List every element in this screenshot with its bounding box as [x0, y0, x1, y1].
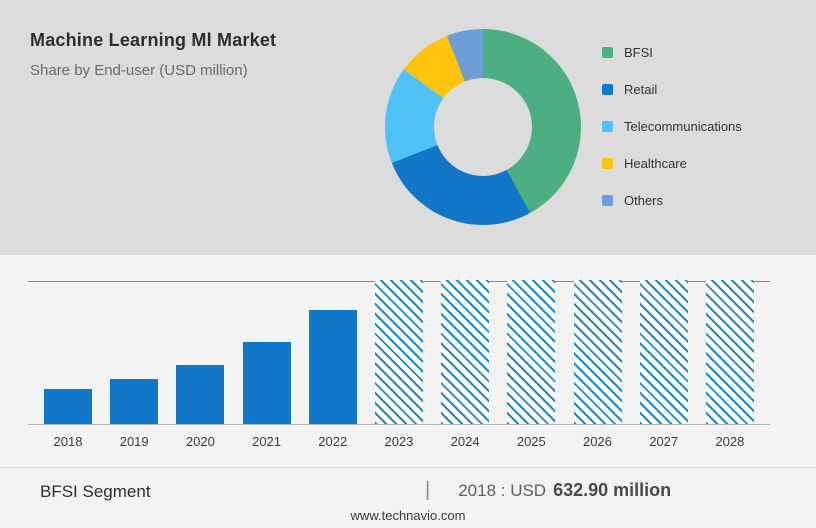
- value-bar: [44, 389, 92, 424]
- legend-item: BFSI: [602, 45, 742, 60]
- legend-item: Healthcare: [602, 156, 742, 171]
- bar-column: 2023: [374, 280, 423, 449]
- bar-column: 2022: [308, 280, 357, 449]
- website-link[interactable]: www.technavio.com: [350, 508, 466, 523]
- legend-item: Others: [602, 193, 742, 208]
- bar-chart: 2018 2019 2020 2021 2022 2023 2024 2025 2026 2027…: [28, 280, 770, 449]
- legend-swatch: [602, 121, 613, 132]
- footer: BFSI Segment | 2018 : USD 632.90 million: [0, 467, 816, 512]
- bar-column: 2025: [507, 280, 556, 449]
- legend-label: Telecommunications: [624, 119, 742, 134]
- forecast-bar: [374, 280, 423, 424]
- x-axis-label: 2027: [649, 434, 679, 449]
- bar-column: 2021: [242, 280, 291, 449]
- bar-column: 2020: [176, 280, 225, 449]
- header-section: Machine Learning Ml Market Share by End-…: [0, 0, 816, 255]
- donut-hole: [434, 78, 532, 176]
- forecast-bar: [573, 280, 622, 424]
- forecast-bar: [705, 280, 754, 424]
- legend-label: BFSI: [624, 45, 653, 60]
- legend-swatch: [602, 195, 613, 206]
- legend-swatch: [602, 158, 613, 169]
- bar-column: 2018: [44, 280, 92, 449]
- value-bar: [308, 310, 357, 424]
- legend-swatch: [602, 47, 613, 58]
- stat-prefix: 2018 : USD: [458, 481, 547, 500]
- page-title: Machine Learning Ml Market: [30, 30, 277, 50]
- x-axis-label: 2025: [516, 434, 546, 449]
- legend-swatch: [602, 84, 613, 95]
- x-axis-label: 2026: [583, 434, 612, 449]
- bar-column: 2024: [441, 280, 490, 449]
- legend-item: Telecommunications: [602, 119, 742, 134]
- forecast-bar: [441, 280, 490, 424]
- value-bar: [176, 365, 225, 424]
- bar-column: 2027: [639, 280, 688, 449]
- forecast-bar: [639, 280, 688, 424]
- page-subtitle: Share by End-user (USD million): [30, 62, 248, 79]
- chart-legend: BFSI Retail Telecommunications Healthcare Ot…: [602, 45, 742, 231]
- separator: |: [425, 479, 431, 501]
- x-axis-label: 2024: [450, 434, 480, 449]
- x-axis-label: 2023: [384, 434, 414, 449]
- bar-column: 2026: [573, 280, 622, 449]
- bar-chart-section: 2018 2019 2020 2021 2022 2023 2024 2025 2026 2027…: [0, 255, 816, 467]
- bar-column: 2019: [110, 280, 159, 449]
- x-axis-label: 2019: [119, 434, 149, 449]
- bar-column: 2028: [705, 280, 754, 449]
- x-axis-label: 2021: [252, 434, 282, 449]
- value-bar: [110, 379, 159, 424]
- x-axis-label: 2020: [185, 434, 215, 449]
- legend-label: Retail: [624, 82, 658, 97]
- x-axis-label: 2028: [715, 434, 745, 449]
- x-axis-label: 2022: [318, 434, 348, 449]
- segment-label: BFSI Segment: [40, 482, 151, 501]
- value-bar: [242, 342, 291, 424]
- legend-label: Healthcare: [624, 156, 687, 171]
- forecast-bar: [507, 280, 556, 424]
- stat-block: | 2018 : USD 632.90 million: [425, 479, 671, 502]
- titles-block: Machine Learning Ml Market Share by End-…: [30, 30, 276, 79]
- legend-item: Retail: [602, 82, 742, 97]
- legend-label: Others: [624, 193, 664, 208]
- x-axis-label: 2018: [53, 434, 83, 449]
- stat-value: 632.90 million: [553, 480, 672, 500]
